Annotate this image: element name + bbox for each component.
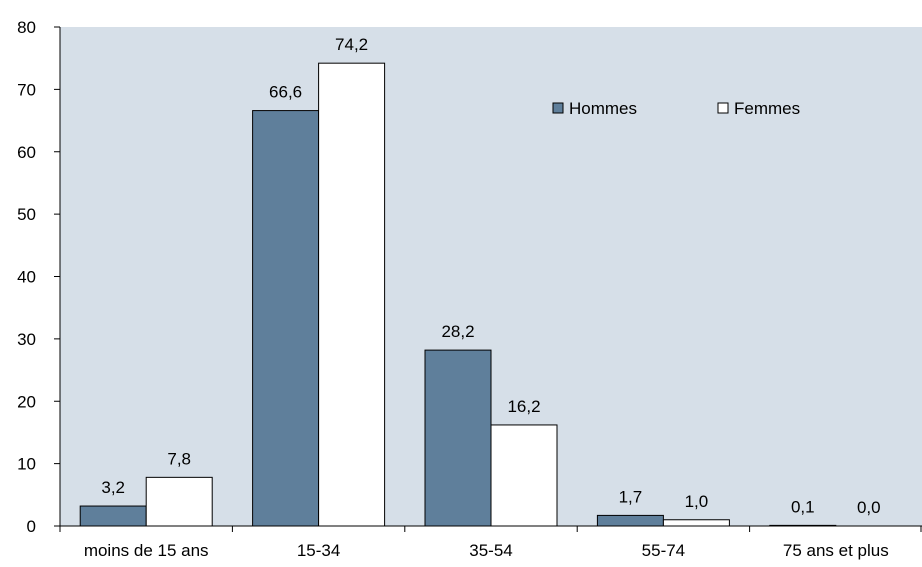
- data-label-femmes-4: 1,0: [685, 492, 709, 511]
- legend: Hommes Femmes: [552, 99, 800, 118]
- y-tick-label: 70: [17, 80, 36, 99]
- data-label-hommes-3: 28,2: [441, 322, 474, 341]
- bar-femmes-1: [145, 476, 213, 527]
- legend-label-hommes: Hommes: [569, 99, 637, 118]
- y-tick-label: 30: [17, 330, 36, 349]
- data-label-hommes-1: 3,2: [101, 478, 125, 497]
- data-label-hommes-4: 1,7: [619, 487, 643, 506]
- axes-group: [54, 26, 922, 532]
- x-tick-label: 75 ans et plus: [783, 541, 889, 560]
- data-label-femmes-5: 0,0: [857, 498, 881, 517]
- legend-swatch-hommes: [552, 102, 564, 114]
- y-tick-label: 20: [17, 392, 36, 411]
- y-tick-label: 50: [17, 205, 36, 224]
- bar-femmes-4: [662, 519, 730, 527]
- data-label-hommes-2: 66,6: [269, 83, 302, 102]
- x-tick-label: 55-74: [642, 541, 685, 560]
- bar-hommes-4: [596, 514, 664, 527]
- y-tick-label: 40: [17, 268, 36, 287]
- bar-hommes-3: [424, 349, 492, 527]
- x-tick-label: moins de 15 ans: [84, 541, 209, 560]
- y-tick-label: 0: [27, 517, 36, 536]
- labels-group: 3,2 7,8 moins de 15 ans 66,6 74,2 15-34 28,2 16…: [17, 18, 889, 560]
- bar-femmes-3: [490, 424, 558, 527]
- bars-group: [79, 62, 837, 527]
- y-tick-label: 80: [17, 18, 36, 37]
- data-label-hommes-5: 0,1: [791, 497, 815, 516]
- data-label-femmes-1: 7,8: [167, 449, 191, 468]
- legend-label-femmes: Femmes: [734, 99, 800, 118]
- x-tick-label: 35-54: [469, 541, 512, 560]
- data-label-femmes-3: 16,2: [507, 397, 540, 416]
- bar-hommes-2: [252, 110, 320, 527]
- x-tick-label: 15-34: [297, 541, 340, 560]
- legend-swatch-femmes: [717, 102, 729, 114]
- y-tick-label: 60: [17, 143, 36, 162]
- y-tick-label: 10: [17, 455, 36, 474]
- bar-hommes-1: [79, 505, 147, 527]
- bar-femmes-2: [318, 62, 386, 527]
- data-label-femmes-2: 74,2: [335, 35, 368, 54]
